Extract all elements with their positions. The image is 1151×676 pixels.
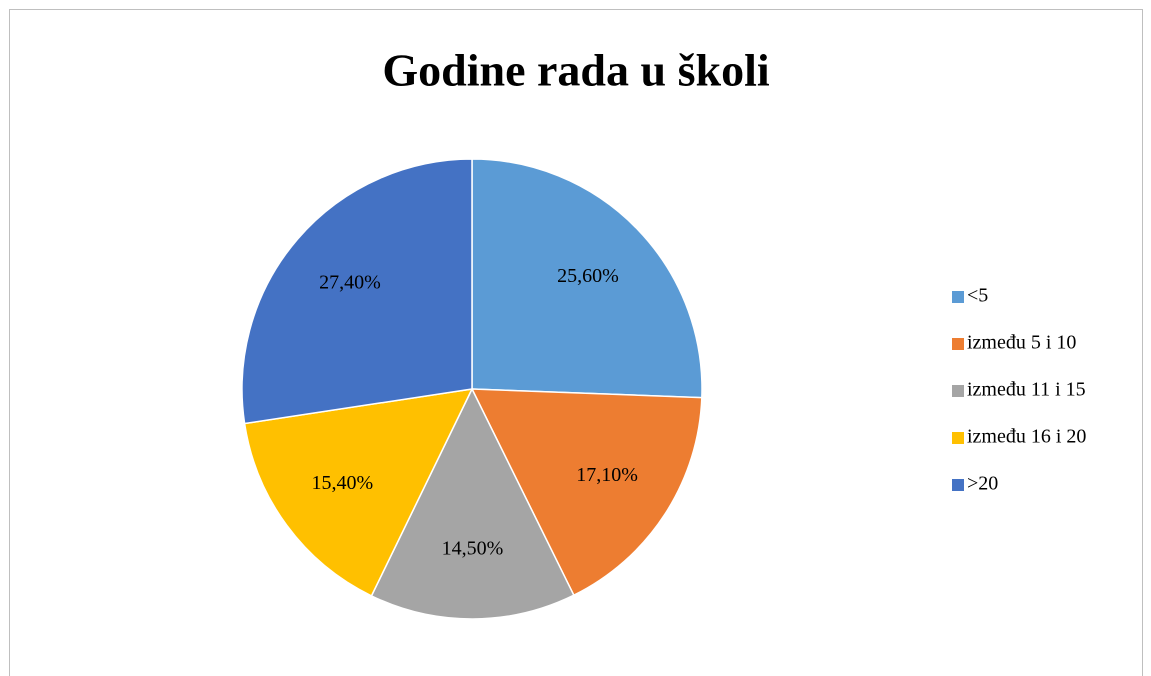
pie-slice xyxy=(470,388,703,597)
legend-label: između 11 i 15 xyxy=(967,379,1086,401)
data-label: 14,50% xyxy=(442,538,504,560)
data-label: 27,40% xyxy=(319,272,381,294)
legend-label: između 5 i 10 xyxy=(967,332,1076,354)
data-label: 17,10% xyxy=(576,464,638,486)
legend-swatch xyxy=(952,432,964,444)
legend-swatch xyxy=(952,479,964,491)
legend-label: >20 xyxy=(967,473,998,495)
legend-swatch xyxy=(952,338,964,350)
pie-slice xyxy=(241,158,473,425)
pie-slice xyxy=(471,158,703,399)
data-label: 15,40% xyxy=(312,472,374,494)
data-label: 25,60% xyxy=(557,265,619,287)
chart-border xyxy=(9,9,1143,676)
legend-label: između 16 i 20 xyxy=(967,426,1086,448)
pie-slice xyxy=(243,388,474,597)
pie-slice xyxy=(370,387,575,620)
legend-label: <5 xyxy=(967,285,988,307)
legend-swatch xyxy=(952,385,964,397)
legend-swatch xyxy=(952,291,964,303)
chart-title: Godine rada u školi xyxy=(382,45,769,96)
